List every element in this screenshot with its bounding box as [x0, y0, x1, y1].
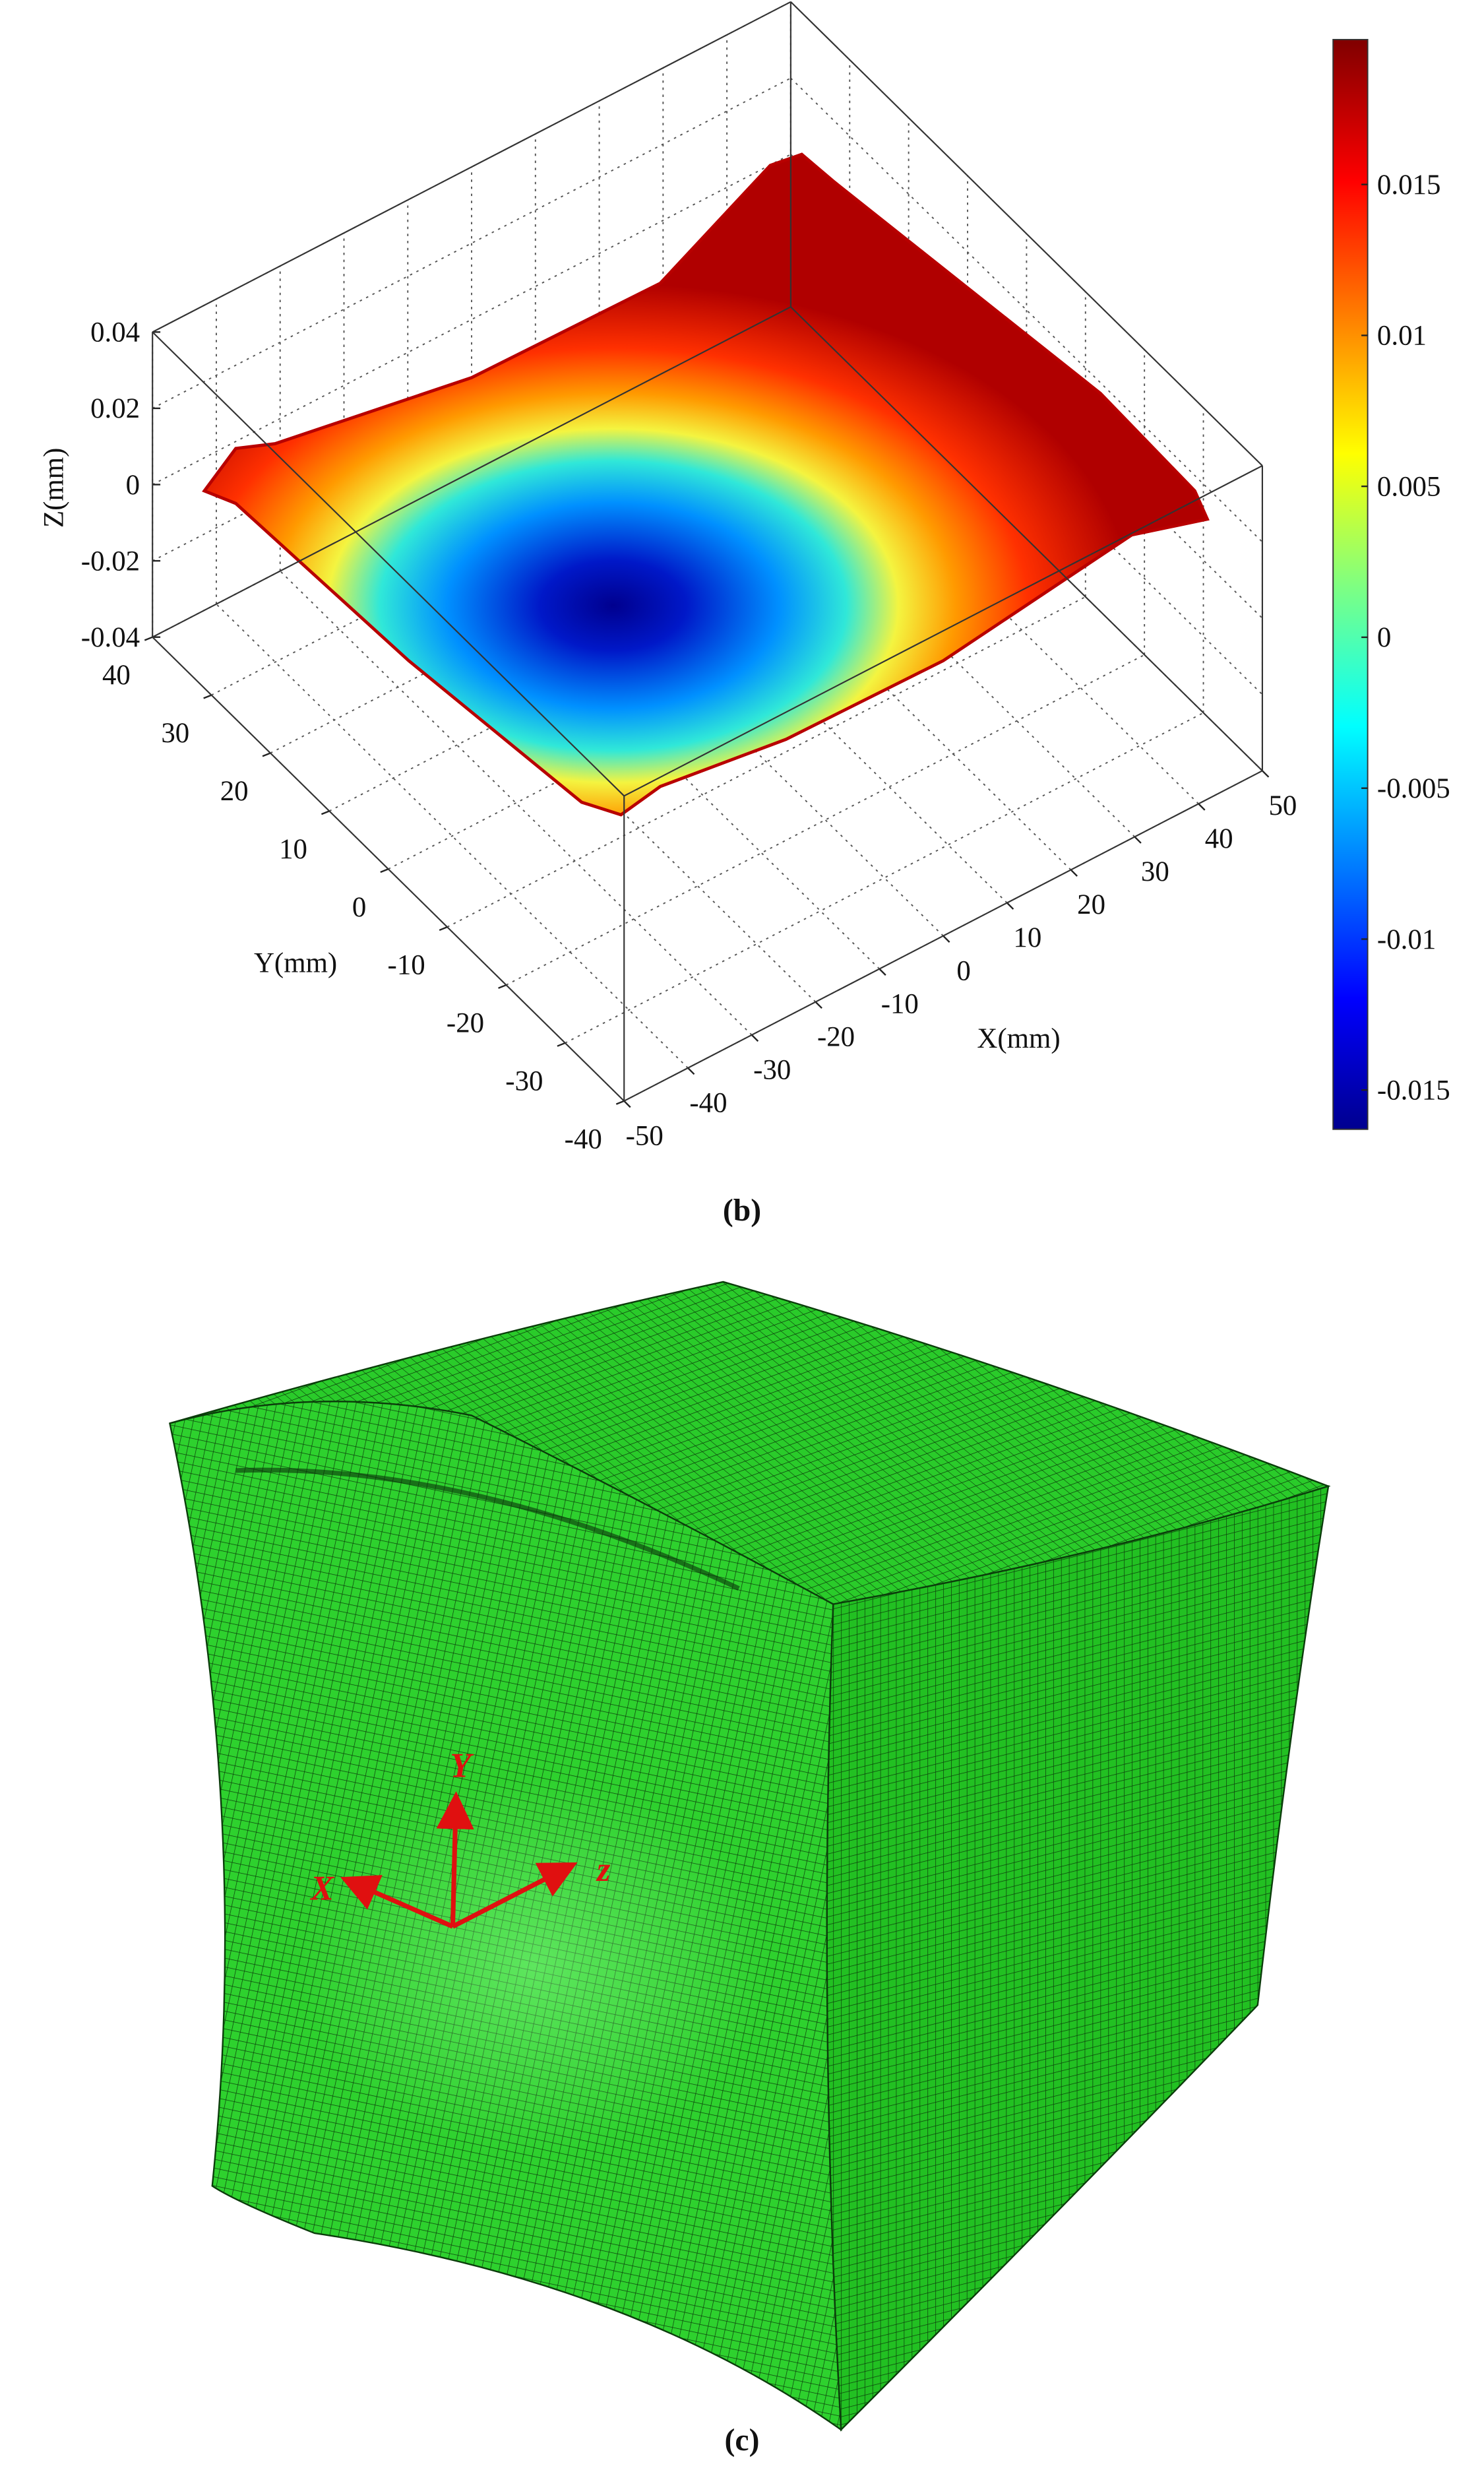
box-edge [152, 331, 625, 797]
triad-label: z [596, 1851, 611, 1889]
surface [202, 152, 1210, 817]
tick-mark [751, 1034, 759, 1042]
y-tick-label: -40 [565, 1124, 602, 1155]
z-tick-label: 0.04 [90, 317, 140, 348]
y-axis-title: Y(mm) [254, 947, 337, 978]
z-tick-label: -0.02 [81, 546, 140, 577]
tick-mark [623, 1100, 631, 1108]
y-tick-label: 30 [161, 718, 189, 749]
z-tick-label: 0 [126, 470, 140, 501]
tick-mark [557, 1042, 566, 1047]
axis-arrow [436, 1791, 474, 1927]
triad-label: Y [450, 1747, 474, 1785]
colorbar-tick-label: -0.015 [1377, 1075, 1450, 1106]
axis-arrow [340, 1875, 454, 1929]
colorbar-tick-label: -0.01 [1377, 924, 1436, 955]
y-tick-label: -20 [447, 1008, 484, 1039]
tick-mark [1070, 869, 1078, 877]
triad [340, 1791, 578, 1929]
tick-mark [687, 1067, 695, 1075]
x-tick-label: 20 [1077, 889, 1105, 920]
x-tick-label: -50 [626, 1121, 664, 1152]
axis-arrow [451, 1862, 578, 1929]
z-tick-label: -0.04 [81, 622, 140, 653]
tick-mark [498, 984, 507, 989]
box-edge [790, 1, 1263, 466]
tick-mark [815, 1001, 822, 1009]
colorbar-tick-label: -0.005 [1377, 773, 1450, 804]
x-tick-label: -40 [689, 1088, 727, 1119]
tick-mark [144, 636, 153, 641]
x-tick-label: 40 [1205, 823, 1233, 854]
highlight [298, 1777, 770, 2155]
x-tick-label: -10 [881, 988, 919, 1019]
x-tick-label: -20 [817, 1021, 855, 1052]
right-face [826, 1485, 1330, 2432]
triad-label: X [309, 1870, 335, 1908]
y-tick-label: 0 [352, 892, 366, 923]
tick-mark [321, 810, 330, 815]
colorbar-tick-label: 0.005 [1377, 471, 1441, 502]
z-tick-label: 0.02 [90, 393, 140, 424]
colorbar [1332, 39, 1369, 1130]
x-tick-label: 0 [956, 955, 970, 986]
tick-mark [1134, 836, 1142, 844]
box-edge [623, 464, 1263, 797]
tick-mark [615, 1100, 625, 1105]
z-axis-title: Z(mm) [38, 448, 69, 528]
x-tick-label: 30 [1141, 856, 1169, 887]
y-tick-label: -30 [505, 1065, 543, 1096]
tick-mark [1006, 902, 1014, 910]
box-edge [152, 636, 625, 1102]
colorbar-tick-label: 0.01 [1377, 321, 1427, 352]
tick-mark [879, 968, 886, 976]
y-tick-label: -10 [388, 950, 425, 981]
tick-mark [203, 694, 212, 699]
tick-mark [262, 752, 271, 757]
colorbar-tick-label: 0 [1377, 622, 1391, 653]
box-edge [790, 306, 1263, 772]
x-tick-label: 50 [1268, 790, 1297, 821]
x-axis-title: X(mm) [977, 1023, 1060, 1054]
colorbar-tick-label: 0.015 [1377, 170, 1441, 201]
x-tick-label: -30 [753, 1054, 791, 1085]
panel-label: (c) [725, 2423, 760, 2458]
tick-mark [1198, 803, 1206, 811]
box-edge [152, 1, 791, 333]
box [144, 1, 1270, 1108]
mesh-cube [169, 1281, 1331, 2432]
y-tick-label: 40 [102, 660, 131, 691]
box-edge [152, 306, 791, 638]
y-tick-label: 10 [279, 834, 307, 865]
panel-label: (b) [723, 1193, 761, 1228]
tick-mark [1262, 770, 1270, 778]
x-tick-label: 10 [1013, 922, 1041, 953]
y-tick-label: 20 [220, 776, 249, 807]
tick-mark [439, 926, 448, 932]
fold [235, 1467, 740, 1591]
tick-mark [943, 935, 950, 943]
box-edge [623, 770, 1263, 1102]
tick-mark [380, 868, 389, 873]
